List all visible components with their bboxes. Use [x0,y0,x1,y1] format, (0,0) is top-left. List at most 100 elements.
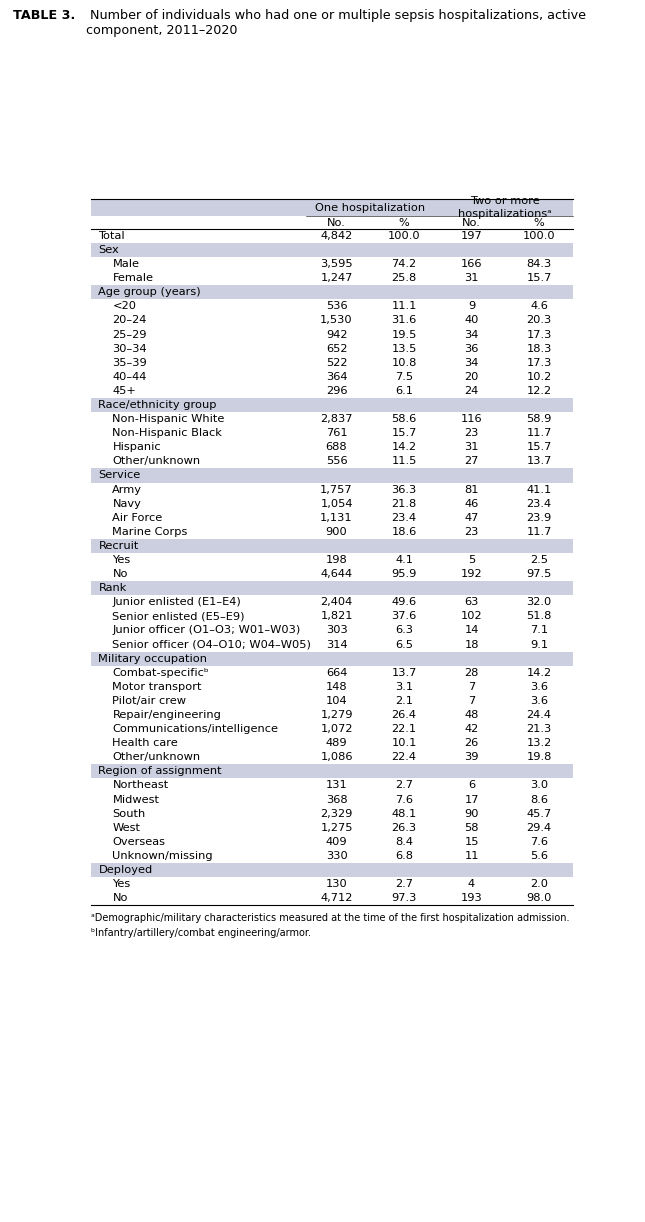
Text: 3.6: 3.6 [530,682,548,692]
Text: 10.1: 10.1 [392,738,417,748]
Text: 46: 46 [464,499,479,508]
Text: 900: 900 [326,527,348,536]
Text: 556: 556 [326,456,348,467]
Text: Unknown/missing: Unknown/missing [112,851,213,862]
Bar [91,440,573,455]
Text: 98.0: 98.0 [526,893,551,903]
Text: 14.2: 14.2 [526,667,551,678]
Text: 20.3: 20.3 [526,315,551,325]
Text: No.: No. [462,218,481,227]
Text: Senior officer (O4–O10; W04–W05): Senior officer (O4–O10; W04–W05) [112,639,312,650]
Bar [91,524,573,539]
Text: One hospitalization: One hospitalization [315,203,425,213]
Text: 63: 63 [464,598,479,607]
Bar [91,722,573,736]
Text: 23: 23 [464,527,479,536]
Text: 166: 166 [461,259,482,269]
Bar [91,313,573,327]
Bar [91,666,573,679]
Bar [91,651,573,666]
Bar [91,835,573,849]
Bar [91,778,573,793]
Text: 18.6: 18.6 [392,527,417,536]
Text: 1,072: 1,072 [321,725,353,734]
Bar [91,793,573,807]
Bar [91,750,573,764]
Text: 13.7: 13.7 [526,456,551,467]
Bar [91,807,573,821]
Text: 58: 58 [464,822,479,832]
Text: 81: 81 [464,485,479,495]
Text: ᵃDemographic/military characteristics measured at the time of the first hospital: ᵃDemographic/military characteristics me… [91,913,569,923]
Text: 5.6: 5.6 [530,851,548,862]
Text: 31.6: 31.6 [392,315,417,325]
Bar [91,764,573,778]
Text: 2,329: 2,329 [321,809,353,819]
Text: Junior officer (O1–O3; W01–W03): Junior officer (O1–O3; W01–W03) [112,626,301,635]
Text: 409: 409 [326,837,348,847]
Text: 6.3: 6.3 [395,626,413,635]
Bar [91,511,573,524]
Text: 100.0: 100.0 [522,231,555,241]
Text: 29.4: 29.4 [526,822,551,832]
Text: 7.6: 7.6 [530,837,548,847]
Text: 21.8: 21.8 [392,499,417,508]
Bar [91,455,573,468]
Text: 12.2: 12.2 [526,386,551,396]
Text: Sex: Sex [99,244,119,255]
Bar [91,483,573,496]
Text: 4: 4 [468,879,475,890]
Text: 5: 5 [468,555,475,565]
Bar [91,694,573,708]
Text: Non-Hispanic White: Non-Hispanic White [112,414,224,424]
Text: 652: 652 [326,343,347,353]
Text: 6.8: 6.8 [395,851,413,862]
Text: 7.1: 7.1 [530,626,548,635]
Bar [91,877,573,891]
Text: No.: No. [327,218,346,227]
Text: 116: 116 [461,414,482,424]
Text: 761: 761 [326,428,348,439]
Text: 688: 688 [326,442,348,452]
Text: 31: 31 [464,442,479,452]
Text: 31: 31 [464,274,479,284]
Bar [91,736,573,750]
Text: 15: 15 [464,837,479,847]
Bar [91,582,573,595]
Text: 2.7: 2.7 [395,879,413,890]
Text: Military occupation: Military occupation [99,654,208,664]
Text: 84.3: 84.3 [526,259,551,269]
Bar [91,370,573,384]
Text: 8.4: 8.4 [395,837,413,847]
Text: ᵇInfantry/artillery/combat engineering/armor.: ᵇInfantry/artillery/combat engineering/a… [91,929,311,938]
Text: 19.8: 19.8 [526,753,551,763]
Text: 39: 39 [464,753,479,763]
Bar [91,679,573,694]
Text: 1,086: 1,086 [321,753,353,763]
Text: 23.9: 23.9 [526,513,551,523]
Text: Total: Total [99,231,125,241]
Bar [91,199,573,216]
Text: 15.7: 15.7 [526,442,551,452]
Bar [91,216,573,229]
Text: 20–24: 20–24 [112,315,147,325]
Text: 58.9: 58.9 [526,414,551,424]
Text: 34: 34 [464,330,479,340]
Text: 11.7: 11.7 [526,428,551,439]
Text: 34: 34 [464,358,479,368]
Text: 45.7: 45.7 [526,809,551,819]
Text: 26.3: 26.3 [392,822,417,832]
Text: 130: 130 [326,879,348,890]
Text: Number of individuals who had one or multiple sepsis hospitalizations, active co: Number of individuals who had one or mul… [86,9,586,37]
Text: 7.5: 7.5 [395,371,413,381]
Text: %: % [533,218,544,227]
Text: Recruit: Recruit [99,541,139,551]
Text: Junior enlisted (E1–E4): Junior enlisted (E1–E4) [112,598,241,607]
Text: 131: 131 [326,781,348,791]
Text: 104: 104 [326,695,348,706]
Text: 22.1: 22.1 [392,725,417,734]
Text: 45+: 45+ [112,386,136,396]
Text: 48: 48 [464,710,479,720]
Text: 11: 11 [464,851,479,862]
Bar [91,398,573,412]
